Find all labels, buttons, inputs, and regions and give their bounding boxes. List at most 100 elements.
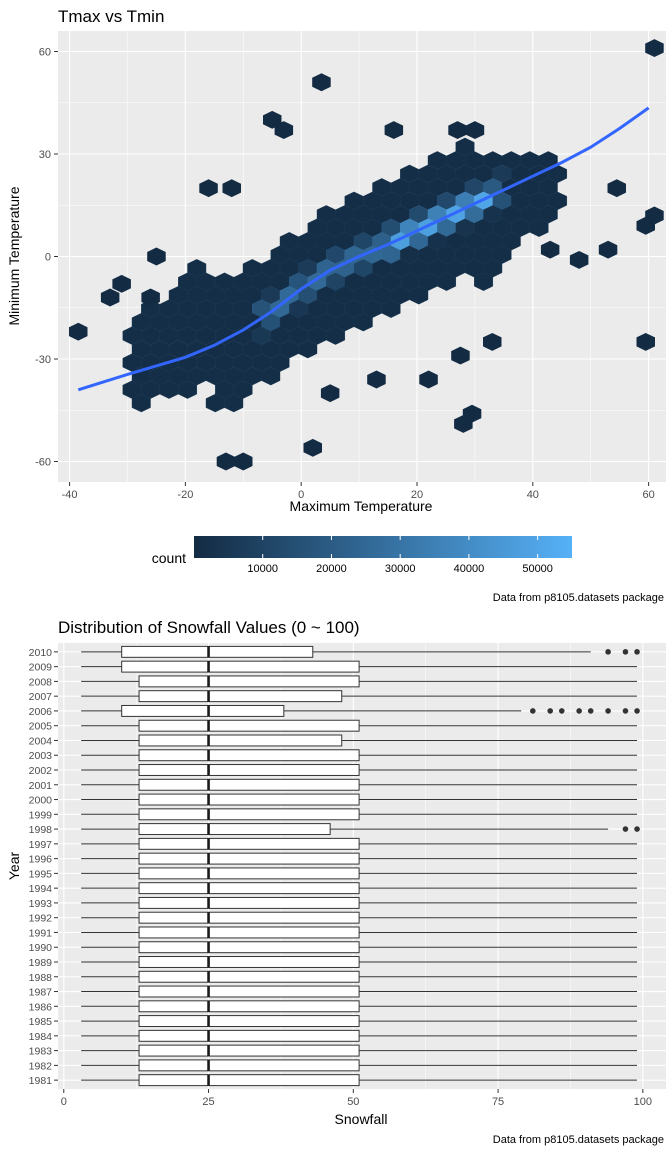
y-tick-label: 2004	[29, 735, 53, 747]
boxplot-1985	[81, 1015, 638, 1028]
box	[138, 1015, 360, 1028]
x-tick-label: 0	[61, 1096, 67, 1108]
outlier-point	[634, 649, 640, 655]
hexbin	[353, 312, 373, 332]
y-tick-label: -60	[35, 457, 51, 469]
hexbin-outlier	[112, 274, 131, 293]
boxplot-1981	[81, 1074, 638, 1087]
caption-2: Data from p8105.datasets package	[493, 1134, 664, 1146]
y-tick-label: 1983	[29, 1046, 53, 1058]
box	[121, 704, 285, 717]
box	[138, 882, 360, 895]
outlier-point	[530, 708, 536, 714]
box	[138, 778, 360, 791]
y-tick-label: 2008	[29, 676, 53, 688]
axes-1: -40 -20 0 20 40 60 -60 -30 0 30 60	[35, 47, 655, 502]
y-tick-label: 1990	[29, 942, 53, 954]
boxplot-2009	[81, 660, 638, 673]
box	[138, 1044, 360, 1057]
panel-2	[58, 643, 666, 1089]
hexbin-outlier	[141, 288, 160, 307]
hexbin	[131, 393, 151, 413]
hexbin-outlier	[216, 452, 236, 471]
box	[138, 852, 360, 865]
box	[121, 660, 360, 673]
boxplot-1982	[81, 1059, 638, 1072]
hexbin-outlier	[569, 251, 589, 269]
box	[138, 1059, 360, 1072]
y-tick-label: 1993	[29, 898, 53, 910]
hexbin-outlier	[100, 288, 120, 307]
y-tick-label: 1981	[29, 1075, 53, 1087]
hexbin	[529, 218, 549, 237]
legend-ticks: 10000 20000 30000 40000 50000	[247, 536, 553, 575]
chart-title-2: Distribution of Snowfall Values (0 ~ 100…	[58, 618, 360, 637]
boxplot-1995	[81, 867, 638, 880]
x-axis-label-1: Maximum Temperature	[290, 498, 433, 514]
legend-title: count	[152, 550, 186, 566]
x-axis-label-2: Snowfall	[335, 1111, 388, 1127]
hexbin-outlier	[451, 346, 470, 365]
hexbin-outlier	[465, 121, 485, 139]
caption-1: Data from p8105.datasets package	[493, 592, 664, 604]
hexbin-outlier	[263, 110, 282, 129]
box	[138, 1000, 360, 1013]
box	[138, 985, 360, 998]
x-tick-label: 0	[298, 489, 304, 501]
y-tick-label: 1996	[29, 854, 53, 866]
box	[138, 690, 343, 703]
boxplot-2004	[81, 734, 638, 747]
boxplot-1989	[81, 956, 638, 968]
boxplot-1999	[81, 808, 638, 821]
box	[138, 793, 360, 806]
hexbin-outlier	[462, 404, 482, 423]
x-tick-label: 60	[643, 489, 655, 501]
boxplot-1998	[81, 823, 640, 836]
hexbin-outlier	[303, 438, 322, 457]
box	[138, 764, 360, 776]
box	[138, 1029, 360, 1042]
y-tick-label: 2009	[29, 662, 53, 674]
outlier-point	[576, 708, 582, 714]
hexbin-outlier	[367, 370, 386, 389]
boxplot-2008	[81, 675, 638, 688]
box	[138, 926, 360, 939]
outlier-point	[622, 826, 629, 832]
boxplot-2006	[81, 704, 640, 717]
y-tick-label: 1995	[29, 868, 53, 880]
hexbin	[381, 299, 401, 318]
x-tick-label: 20	[411, 489, 423, 501]
y-tick-label: 2010	[29, 647, 53, 659]
box	[138, 749, 360, 762]
y-tick-label: -30	[35, 354, 51, 366]
box	[138, 734, 343, 747]
hexbin-outlier	[274, 121, 294, 139]
y-axis-label-2: Year	[6, 852, 22, 881]
boxplots	[81, 645, 640, 1087]
hexbin	[437, 272, 456, 291]
boxplot-2007	[81, 690, 638, 703]
smooth-curve	[77, 106, 650, 392]
hexbin	[261, 366, 281, 386]
boxplot-1994	[81, 882, 638, 895]
hexbin-outlier	[69, 322, 88, 341]
boxplot-1993	[81, 896, 638, 909]
hexbin-outlier	[607, 179, 626, 198]
y-tick-label: 1994	[29, 883, 53, 895]
boxplot-2000	[81, 793, 638, 806]
boxplot-1996	[81, 852, 638, 865]
hexbins	[69, 39, 664, 471]
hexbin-outlier	[645, 39, 664, 57]
y-tick-label: 1984	[29, 1031, 53, 1043]
hexbin-outlier	[448, 121, 467, 139]
hexbin-outlier	[419, 370, 438, 389]
y-tick-label: 1991	[29, 927, 53, 939]
hexbin-outlier	[483, 333, 502, 351]
y-tick-label: 2001	[29, 780, 53, 792]
hexbin	[474, 272, 493, 291]
outlier-point	[605, 708, 611, 714]
hexbin	[326, 326, 345, 345]
x-tick-label: 25	[202, 1096, 214, 1108]
y-tick-label: 1986	[29, 1001, 53, 1013]
